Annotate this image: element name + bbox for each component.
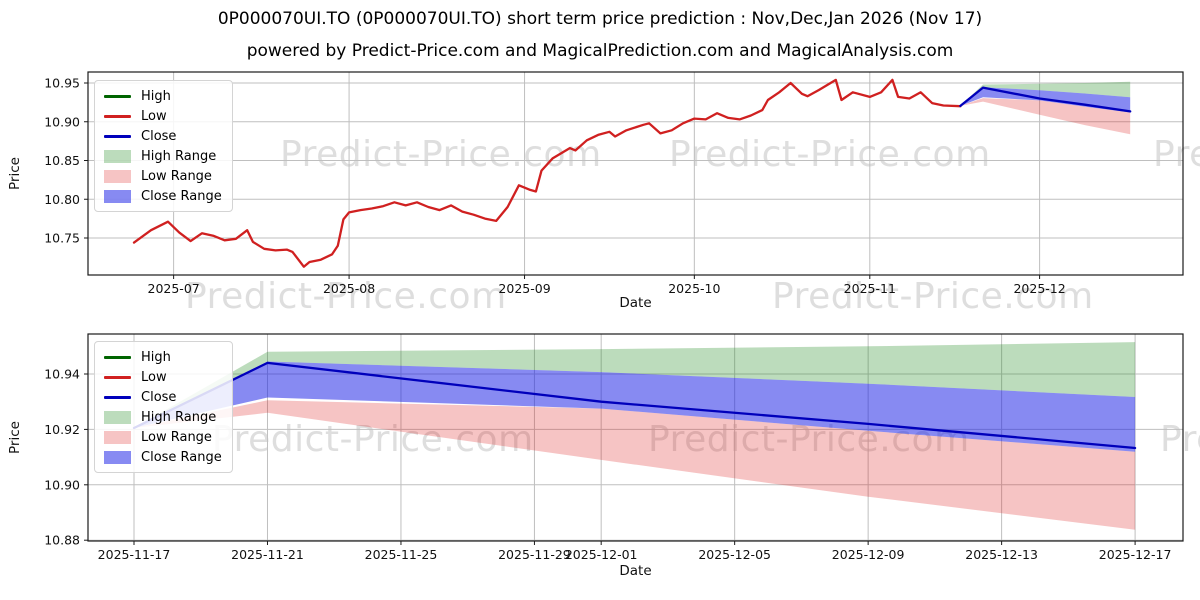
legend-line-swatch	[104, 395, 131, 399]
legend-item-high: High	[104, 86, 222, 106]
close-forecast-line	[959, 86, 1132, 113]
y-tick-label: 10.80	[44, 192, 80, 207]
legend-line-swatch	[104, 375, 131, 379]
legend-line-swatch	[104, 134, 131, 138]
watermark-text: Predict-Price.com	[280, 134, 602, 175]
y-tick-label: 10.95	[44, 76, 80, 91]
legend-patch-swatch	[104, 430, 131, 444]
legend-patch-swatch	[104, 450, 131, 464]
legend-item-low: Low	[104, 106, 222, 126]
legend-item-close-range: Close Range	[104, 447, 222, 467]
legend-label: Close Range	[141, 188, 222, 204]
x-tick-label: 2025-11-17	[98, 547, 171, 562]
x-tick-label: 2025-07	[148, 281, 200, 296]
legend-box: High Low Close High Range Low Range Close Ran…	[94, 341, 233, 473]
legend-item-low-range: Low Range	[104, 427, 222, 447]
x-tick-label: 2025-12-13	[965, 547, 1038, 562]
legend-label: Close Range	[141, 449, 222, 465]
legend-label: Low Range	[141, 429, 212, 445]
chart-subtitle: powered by Predict-Price.com and Magical…	[246, 41, 954, 61]
y-tick-label: 10.88	[44, 533, 80, 548]
legend-label: Close	[141, 389, 177, 405]
legend-line-swatch	[104, 355, 131, 359]
high-range-band	[960, 81, 1131, 106]
x-tick-label: 2025-11-25	[365, 547, 438, 562]
chart-price-history-and-forecast: 2025-07 2025-08 2025-09 2025-10 2025-11 2025-…	[7, 71, 1184, 311]
low-history-line	[132, 78, 962, 268]
legend-item-close-range: Close Range	[104, 186, 222, 206]
chart-title: 0P000070UI.TO (0P000070UI.TO) short term…	[217, 9, 983, 29]
watermark-text: Predict-Price.com	[1153, 134, 1200, 175]
watermark-text: Predict-Price.com	[1160, 419, 1200, 460]
watermark-text: Predict-Price.com	[185, 276, 507, 317]
legend-label: High	[141, 88, 171, 104]
legend-patch-swatch	[104, 169, 131, 183]
y-tick-label: 10.92	[44, 422, 80, 437]
chart-forecast-detail: 2025-11-17 2025-11-21 2025-11-25 2025-11-29…	[7, 333, 1184, 579]
legend-item-high: High	[104, 347, 222, 367]
low-range-band	[134, 400, 1136, 530]
x-axis-label: Date	[619, 563, 651, 579]
legend-item-high-range: High Range	[104, 146, 222, 166]
x-tick-label: 2025-12	[1013, 281, 1065, 296]
legend-label: High Range	[141, 409, 217, 425]
plot-frame	[87, 333, 1184, 542]
legend-label: Close	[141, 128, 177, 144]
legend-item-high-range: High Range	[104, 407, 222, 427]
y-axis-label: Price	[7, 157, 23, 190]
x-axis-label: Date	[619, 295, 651, 311]
legend-patch-swatch	[104, 149, 131, 163]
y-tick-label: 10.90	[44, 114, 80, 129]
x-tick-label: 2025-12-09	[832, 547, 905, 562]
legend-box: High Low Close High Range Low Range Close Ran…	[94, 80, 233, 212]
y-tick-label: 10.90	[44, 477, 80, 492]
legend-line-swatch	[104, 94, 131, 98]
legend-label: Low	[141, 369, 167, 385]
x-tick-label: 2025-11-29	[498, 547, 571, 562]
x-tick-label: 2025-11	[844, 281, 896, 296]
plot-frame	[87, 71, 1184, 276]
legend-line-swatch	[104, 114, 131, 118]
close-range-band	[134, 361, 1136, 452]
y-tick-label: 10.94	[44, 367, 80, 382]
y-axis-label: Price	[7, 421, 23, 454]
x-tick-label: 2025-11-21	[231, 547, 304, 562]
legend-patch-swatch	[104, 410, 131, 424]
x-tick-label: 2025-10	[668, 281, 720, 296]
legend-label: High Range	[141, 148, 217, 164]
x-tick-label: 2025-12-01	[565, 547, 638, 562]
watermark-text: Predict-Price.com	[212, 419, 534, 460]
legend-item-close: Close	[104, 387, 222, 407]
x-tick-label: 2025-12-05	[698, 547, 771, 562]
legend-label: Low Range	[141, 168, 212, 184]
legend-item-low: Low	[104, 367, 222, 387]
legend-item-low-range: Low Range	[104, 166, 222, 186]
y-tick-label: 10.75	[44, 231, 80, 246]
legend-patch-swatch	[104, 189, 131, 203]
x-tick-label: 2025-12-17	[1099, 547, 1172, 562]
high-range-band	[134, 342, 1136, 428]
watermark-text: Predict-Price.com	[669, 134, 991, 175]
legend-label: Low	[141, 108, 167, 124]
x-tick-label: 2025-08	[323, 281, 375, 296]
watermark-text: Predict-Price.com	[772, 276, 1094, 317]
legend-item-close: Close	[104, 126, 222, 146]
low-range-band	[960, 98, 1131, 135]
x-tick-label: 2025-09	[498, 281, 550, 296]
legend-label: High	[141, 349, 171, 365]
y-tick-label: 10.85	[44, 153, 80, 168]
